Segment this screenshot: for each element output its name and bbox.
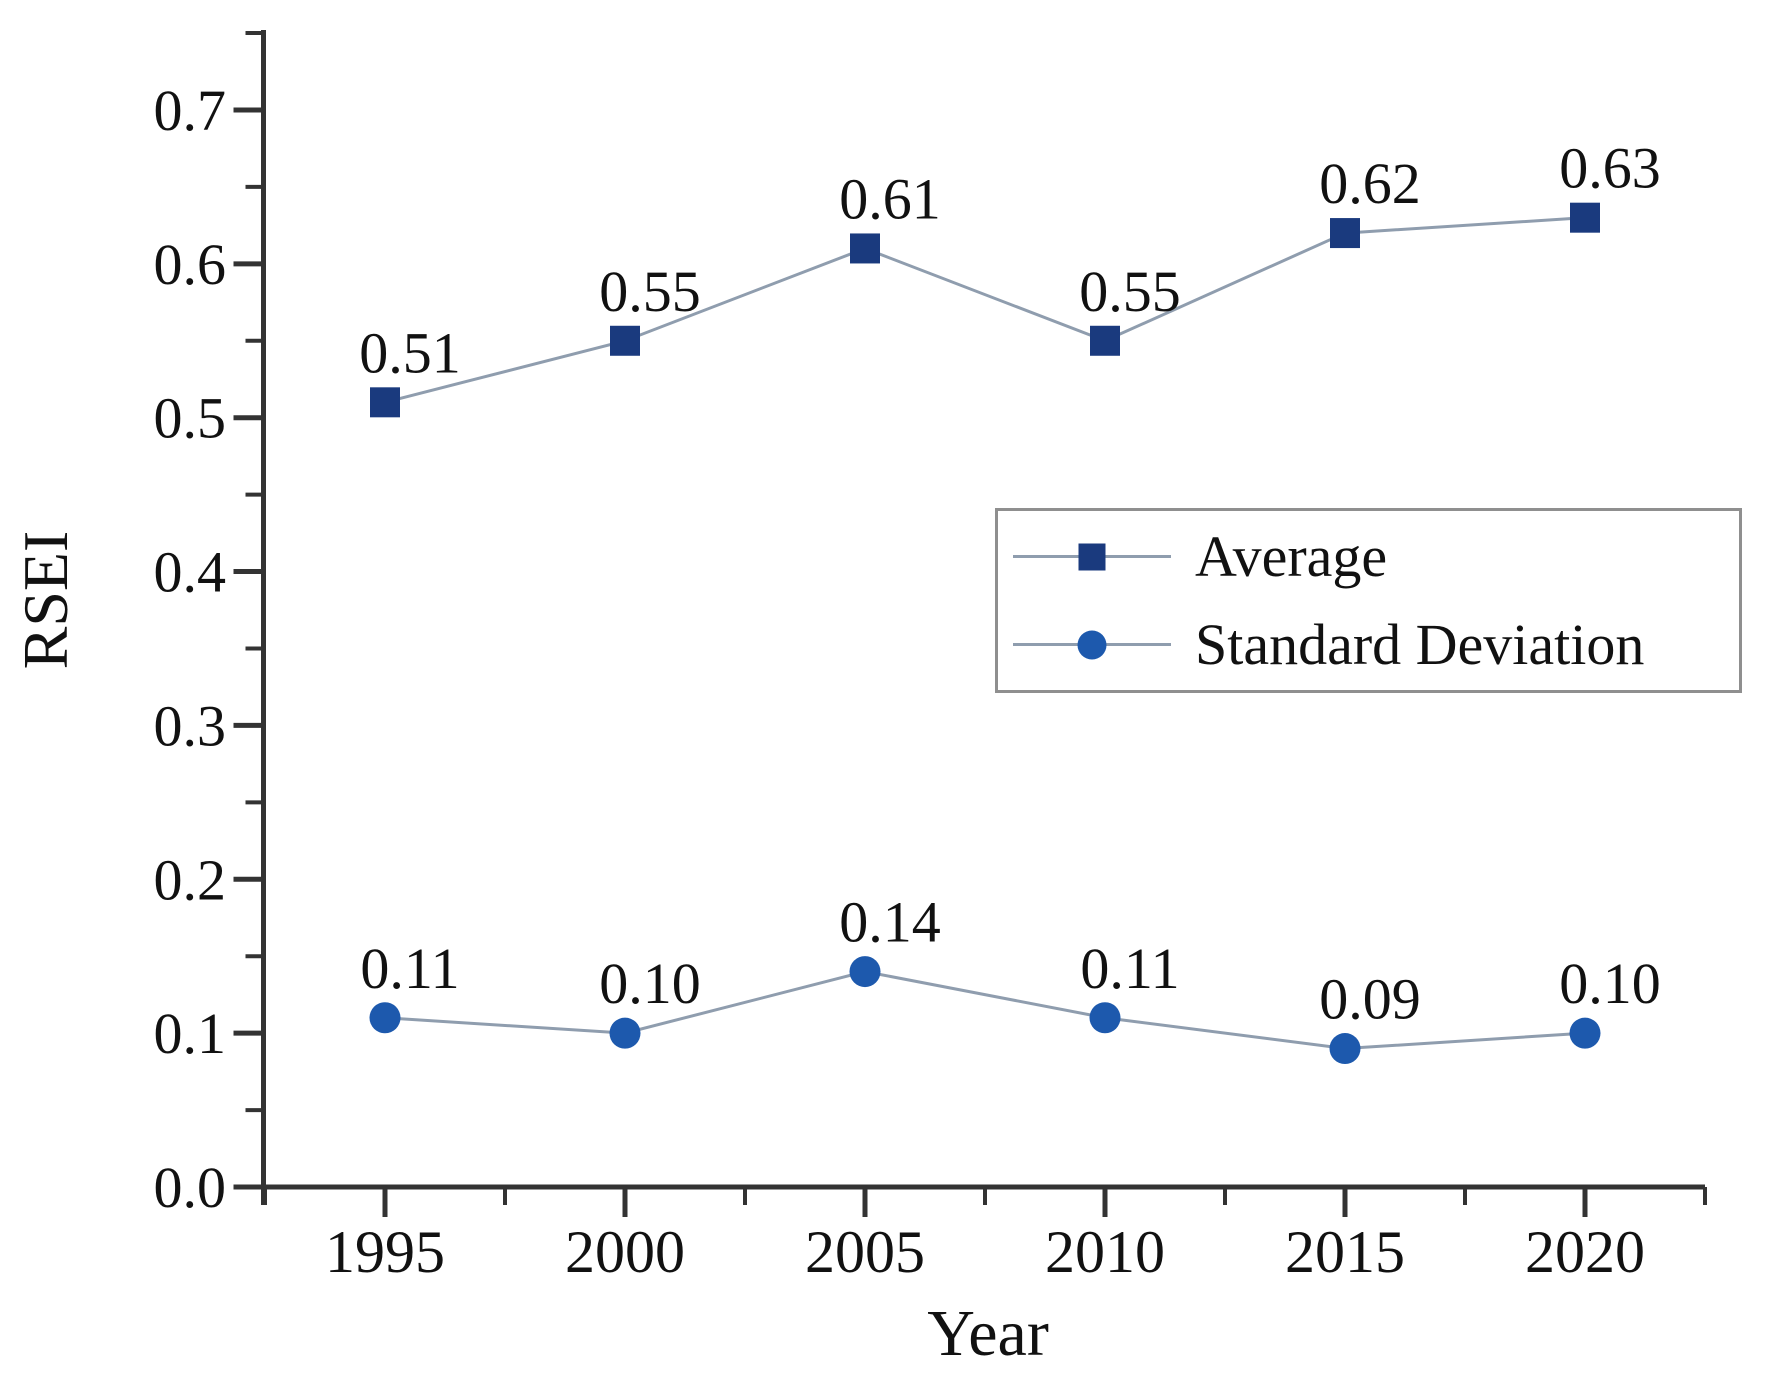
data-point-average-2000 <box>610 325 640 356</box>
legend-item-average: Average <box>998 513 1739 601</box>
data-label-standard-deviation-2015: 0.09 <box>1319 967 1421 1032</box>
x-tick-label: 1995 <box>325 1219 445 1285</box>
data-point-average-2020 <box>1570 202 1600 233</box>
data-point-average-2010 <box>1090 325 1120 356</box>
legend-line-sample <box>1013 630 1171 659</box>
y-tick-label: 0.6 <box>154 232 227 297</box>
data-point-standard-deviation-2005 <box>849 956 881 988</box>
y-tick-label: 0.1 <box>154 1001 227 1066</box>
legend: Average Standard Deviation <box>995 508 1742 693</box>
legend-line-sample <box>1013 543 1171 570</box>
data-label-standard-deviation-2020: 0.10 <box>1559 951 1661 1016</box>
square-marker-icon <box>1078 543 1106 570</box>
y-tick-label: 0.2 <box>154 847 227 912</box>
data-point-average-2015 <box>1330 218 1360 249</box>
data-point-average-2005 <box>850 233 880 264</box>
x-tick-label: 2005 <box>805 1219 925 1285</box>
x-tick-label: 2010 <box>1045 1219 1165 1285</box>
y-tick-label: 0.7 <box>154 78 227 143</box>
data-label-average-2000: 0.55 <box>599 259 701 324</box>
data-point-standard-deviation-2000 <box>609 1017 641 1049</box>
x-tick-label: 2020 <box>1525 1219 1645 1285</box>
data-label-average-2010: 0.55 <box>1079 259 1181 324</box>
legend-item-standard-deviation: Standard Deviation <box>998 601 1739 689</box>
data-label-average-2020: 0.63 <box>1559 136 1661 201</box>
data-point-standard-deviation-2010 <box>1089 1002 1121 1034</box>
legend-label-average: Average <box>1195 524 1388 589</box>
data-point-standard-deviation-2015 <box>1329 1033 1361 1065</box>
data-label-standard-deviation-2010: 0.11 <box>1080 936 1179 1001</box>
data-point-average-1995 <box>370 387 400 418</box>
y-tick-label: 0.3 <box>154 693 227 758</box>
x-tick-label: 2000 <box>565 1219 685 1285</box>
series-line-standard-deviation <box>384 970 1586 1051</box>
legend-label-standard-deviation: Standard Deviation <box>1195 612 1645 677</box>
data-label-standard-deviation-2000: 0.10 <box>599 951 701 1016</box>
y-axis-title: RSEI <box>10 530 81 670</box>
data-point-standard-deviation-1995 <box>369 1002 401 1034</box>
y-tick-label: 0.5 <box>154 386 227 451</box>
data-label-average-1995: 0.51 <box>359 320 461 385</box>
data-label-average-2005: 0.61 <box>839 166 941 231</box>
series-line-average <box>384 216 1586 404</box>
data-point-standard-deviation-2020 <box>1569 1017 1601 1049</box>
x-tick-label: 2015 <box>1285 1219 1405 1285</box>
data-label-average-2015: 0.62 <box>1319 151 1421 216</box>
y-tick-label: 0.0 <box>154 1155 227 1220</box>
data-label-standard-deviation-1995: 0.11 <box>360 936 459 1001</box>
circle-marker-icon <box>1077 630 1107 659</box>
data-label-standard-deviation-2005: 0.14 <box>839 890 941 955</box>
x-axis-title: Year <box>927 1297 1049 1370</box>
y-tick-label: 0.4 <box>154 540 227 605</box>
